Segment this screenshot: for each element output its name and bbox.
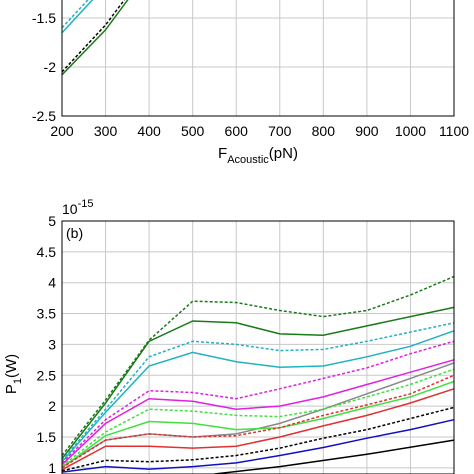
x-tick-label: 500: [181, 123, 205, 139]
top-x-axis-label: FAcoustic(pN): [218, 145, 298, 166]
series-line-top-1: [61, 0, 129, 76]
y-tick-label: 1.5: [37, 429, 57, 445]
x-tick-label: 600: [225, 123, 249, 139]
y-tick-label: 4: [48, 275, 56, 291]
series-line-b-3: [61, 322, 455, 461]
x-tick-label: 1000: [395, 123, 426, 139]
y-tick-label: 3.5: [37, 306, 57, 322]
bottom-series-lines: [61, 275, 455, 474]
y-tick-label: 3: [48, 336, 56, 352]
x-tick-label: 300: [94, 123, 118, 139]
bottom-tick-labels: 1 1.5 2 2.5 3 3.5 4 4.5 5: [37, 213, 57, 474]
x-tick-label: 800: [312, 123, 336, 139]
y-tick-label: -2: [44, 59, 57, 75]
bottom-y-axis-label: P1(W): [3, 354, 24, 394]
series-line-b-2: [61, 306, 455, 460]
exponent-label: 10-15: [62, 198, 93, 217]
x-tick-label: 200: [50, 123, 74, 139]
series-line-top-4: [61, 0, 89, 29]
top-plot-frame: [61, 0, 455, 117]
series-line-b-8: [61, 368, 455, 467]
x-tick-label: 1100: [439, 123, 469, 139]
y-tick-label: 2: [48, 398, 56, 414]
series-line-b-1: [61, 275, 455, 456]
top-gridlines: [61, 0, 455, 117]
x-tick-label: 700: [268, 123, 292, 139]
chart-top-panel: -2.5-2-1.5-12003004005006007008009001000…: [32, 0, 469, 166]
series-line-b-11: [61, 388, 455, 471]
series-line-b-9: [61, 380, 455, 469]
chart-bottom-panel: 1 1.5 2 2.5 3 3.5 4 4.5 5 10-15 (b) P1(W): [3, 198, 455, 474]
y-tick-label: 4.5: [37, 244, 57, 260]
bottom-plot-frame: [61, 220, 455, 474]
series-line-b-12: [61, 406, 455, 472]
y-tick-label: -1.5: [32, 10, 56, 26]
top-tick-labels: -2.5-2-1.5-12003004005006007008009001000…: [32, 10, 469, 139]
series-line-top-2: [61, 0, 126, 73]
series-line-b-10: [61, 374, 455, 469]
top-series-lines: [61, 0, 129, 76]
x-tick-label: 400: [137, 123, 161, 139]
series-line-b-4: [61, 330, 455, 463]
y-tick-label: 1: [48, 460, 56, 474]
y-tick-label: 2.5: [37, 367, 57, 383]
series-line-b-6: [61, 359, 455, 466]
series-line-b-5: [61, 340, 455, 464]
series-line-top-3: [61, 0, 94, 34]
panel-label-b: (b): [66, 225, 83, 241]
series-line-b-13: [61, 418, 455, 473]
y-tick-label: 5: [48, 213, 56, 229]
series-line-b-14: [214, 439, 455, 474]
x-tick-label: 900: [355, 123, 379, 139]
y-tick-label: -2.5: [32, 108, 56, 124]
